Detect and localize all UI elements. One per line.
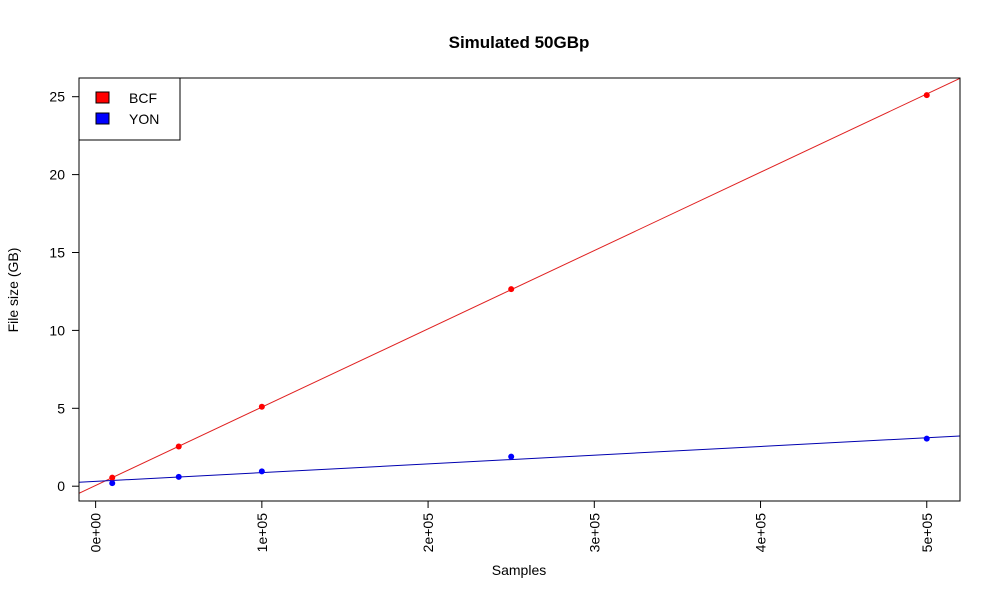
y-tick-label: 0 xyxy=(57,478,65,494)
fit-line-bcf xyxy=(79,78,960,494)
data-point-bcf xyxy=(109,474,116,481)
legend-swatch-bcf xyxy=(95,91,110,104)
x-tick-label: 0e+00 xyxy=(88,513,104,553)
y-axis: 0 5 10 15 20 25 xyxy=(49,89,79,494)
x-tick-label: 4e+05 xyxy=(753,513,769,553)
data-point-bcf xyxy=(258,403,265,410)
y-tick-label: 15 xyxy=(49,244,65,260)
data-point-yon xyxy=(109,480,116,487)
data-point-yon xyxy=(175,473,182,480)
legend-box xyxy=(78,77,181,141)
y-tick-label: 20 xyxy=(49,167,65,183)
legend-swatch-yon xyxy=(95,112,110,125)
data-point-bcf xyxy=(923,92,930,99)
legend-label-bcf: BCF xyxy=(129,90,157,106)
y-tick-label: 10 xyxy=(49,322,65,338)
y-tick-label: 25 xyxy=(49,89,65,105)
legend-label-yon: YON xyxy=(129,111,159,127)
x-tick-label: 3e+05 xyxy=(586,513,602,553)
data-point-yon xyxy=(258,468,265,475)
chart-title: Simulated 50GBp xyxy=(449,33,590,52)
data-point-yon xyxy=(508,453,515,460)
x-tick-label: 2e+05 xyxy=(420,513,436,553)
plot-area xyxy=(78,77,961,502)
x-tick-label: 5e+05 xyxy=(919,513,935,553)
data-point-bcf xyxy=(508,286,515,293)
data-point-yon xyxy=(923,435,930,442)
x-axis: 0e+00 1e+05 2e+05 3e+05 4e+05 5e+05 xyxy=(88,501,935,552)
y-axis-label: File size (GB) xyxy=(5,248,21,333)
fit-line-yon xyxy=(79,435,960,483)
legend: BCF YON xyxy=(78,77,181,141)
x-axis-label: Samples xyxy=(492,562,546,578)
plot-frame xyxy=(78,77,961,502)
y-tick-label: 5 xyxy=(57,400,65,416)
x-tick-label: 1e+05 xyxy=(254,513,270,553)
data-point-bcf xyxy=(175,443,182,450)
